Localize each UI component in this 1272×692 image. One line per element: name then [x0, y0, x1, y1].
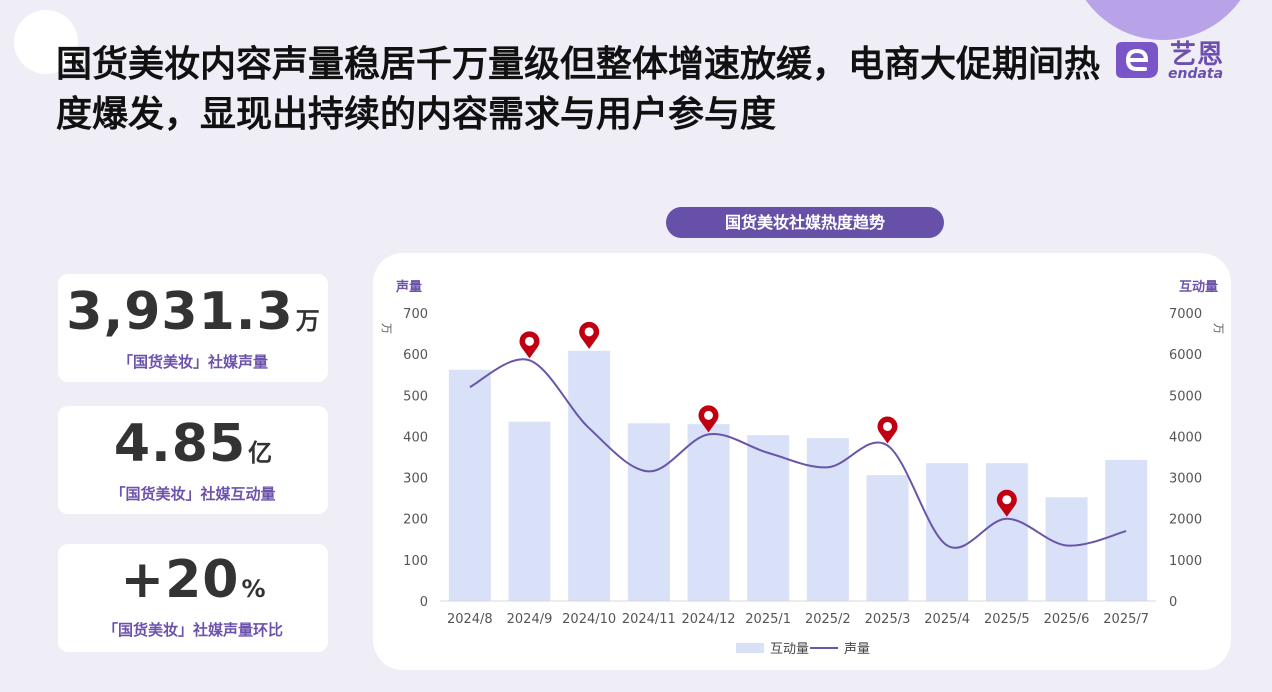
left-axis-tick: 500	[403, 389, 428, 404]
stat-label: 「国货美妆」社媒互动量	[110, 485, 276, 503]
stat-value: 3,931.3万	[58, 282, 328, 342]
bar-interaction	[568, 350, 611, 601]
right-axis-tick: 7000	[1169, 307, 1202, 322]
bar-interaction	[448, 369, 491, 601]
left-axis-tick: 400	[403, 430, 428, 445]
right-axis-tick: 1000	[1169, 554, 1202, 569]
x-axis-tick: 2024/9	[507, 612, 553, 627]
x-axis-tick: 2025/1	[745, 612, 791, 627]
left-axis-tick: 200	[403, 513, 428, 528]
bar-interaction	[985, 463, 1028, 601]
line-volume	[469, 358, 1127, 549]
stat-number: 4.85	[113, 414, 247, 474]
stat-value: +20%	[58, 550, 328, 610]
right-axis-tick: 6000	[1169, 348, 1202, 363]
x-axis-tick: 2024/12	[681, 612, 735, 627]
right-axis-tick: 3000	[1169, 472, 1202, 487]
legend-label-bar: 互动量	[770, 642, 809, 657]
left-axis-tick: 300	[403, 472, 428, 487]
decor-circle-left	[14, 10, 78, 74]
x-axis-tick: 2024/8	[447, 612, 493, 627]
right-axis-tick: 0	[1169, 595, 1177, 610]
bar-interaction	[926, 463, 969, 601]
bar-interaction	[1045, 497, 1088, 601]
stat-unit: 亿	[248, 439, 273, 467]
bar-interaction	[508, 421, 551, 601]
stat-card-interaction: 4.85亿 「国货美妆」社媒互动量	[58, 406, 328, 514]
stat-unit: %	[241, 575, 266, 603]
highlight-pin-dot	[704, 410, 713, 420]
legend-label-line: 声量	[844, 642, 870, 657]
x-axis-tick: 2025/7	[1103, 612, 1149, 627]
right-axis-tick: 2000	[1169, 513, 1202, 528]
logo-text-en: endata	[1168, 66, 1224, 82]
left-axis-unit: 万	[380, 323, 393, 334]
stat-card-volume: 3,931.3万 「国货美妆」社媒声量	[58, 274, 328, 382]
legend-swatch-bar	[736, 643, 764, 653]
x-axis-tick: 2025/4	[924, 612, 970, 627]
x-axis-tick: 2025/3	[865, 612, 911, 627]
left-axis-tick: 0	[420, 595, 428, 610]
chart-title: 国货美妆社媒热度趋势	[666, 207, 944, 238]
endata-logo: 艺恩 endata	[1112, 34, 1242, 84]
bar-interaction	[866, 475, 909, 601]
x-axis-tick: 2025/5	[984, 612, 1030, 627]
highlight-pin-dot	[584, 327, 594, 337]
bar-interaction	[627, 423, 670, 601]
x-axis-tick: 2025/6	[1044, 612, 1090, 627]
left-axis-tick: 100	[403, 554, 428, 569]
x-axis-tick: 2025/2	[805, 612, 851, 627]
bar-interaction	[747, 435, 790, 601]
stat-unit: 万	[295, 307, 320, 335]
bar-interaction	[806, 438, 849, 601]
endata-logo-icon	[1116, 42, 1158, 78]
page-title: 国货美妆内容声量稳居千万量级但整体增速放缓，电商大促期间热度爆发，显现出持续的内…	[56, 44, 1101, 135]
stat-number: +20	[120, 550, 240, 610]
stat-value: 4.85亿	[58, 414, 328, 474]
right-axis-unit: 万	[1212, 323, 1225, 334]
bar-interaction	[687, 424, 730, 601]
highlight-pin-dot	[1002, 495, 1012, 505]
bar-interaction	[1105, 459, 1148, 601]
highlight-pin-dot	[525, 336, 534, 346]
chart-panel: 声量 互动量万万 0 100 200 300 400 500 600 700 0 1000 2000 30…	[373, 253, 1231, 670]
left-axis-tick: 700	[403, 307, 428, 322]
stat-label: 「国货美妆」社媒声量	[117, 353, 268, 371]
stat-card-mom: +20% 「国货美妆」社媒声量环比	[58, 544, 328, 652]
x-axis-tick: 2024/11	[622, 612, 676, 627]
left-axis-tick: 600	[403, 348, 428, 363]
highlight-pin-dot	[883, 421, 892, 431]
stat-number: 3,931.3	[66, 282, 294, 342]
right-axis-tick: 4000	[1169, 430, 1202, 445]
right-axis-title: 互动量	[1179, 280, 1218, 295]
left-axis-title: 声量	[395, 279, 422, 295]
logo-text-cn: 艺恩	[1170, 40, 1225, 70]
x-axis-tick: 2024/10	[562, 612, 616, 627]
stat-label: 「国货美妆」社媒声量环比	[102, 621, 283, 639]
right-axis-tick: 5000	[1169, 389, 1202, 404]
